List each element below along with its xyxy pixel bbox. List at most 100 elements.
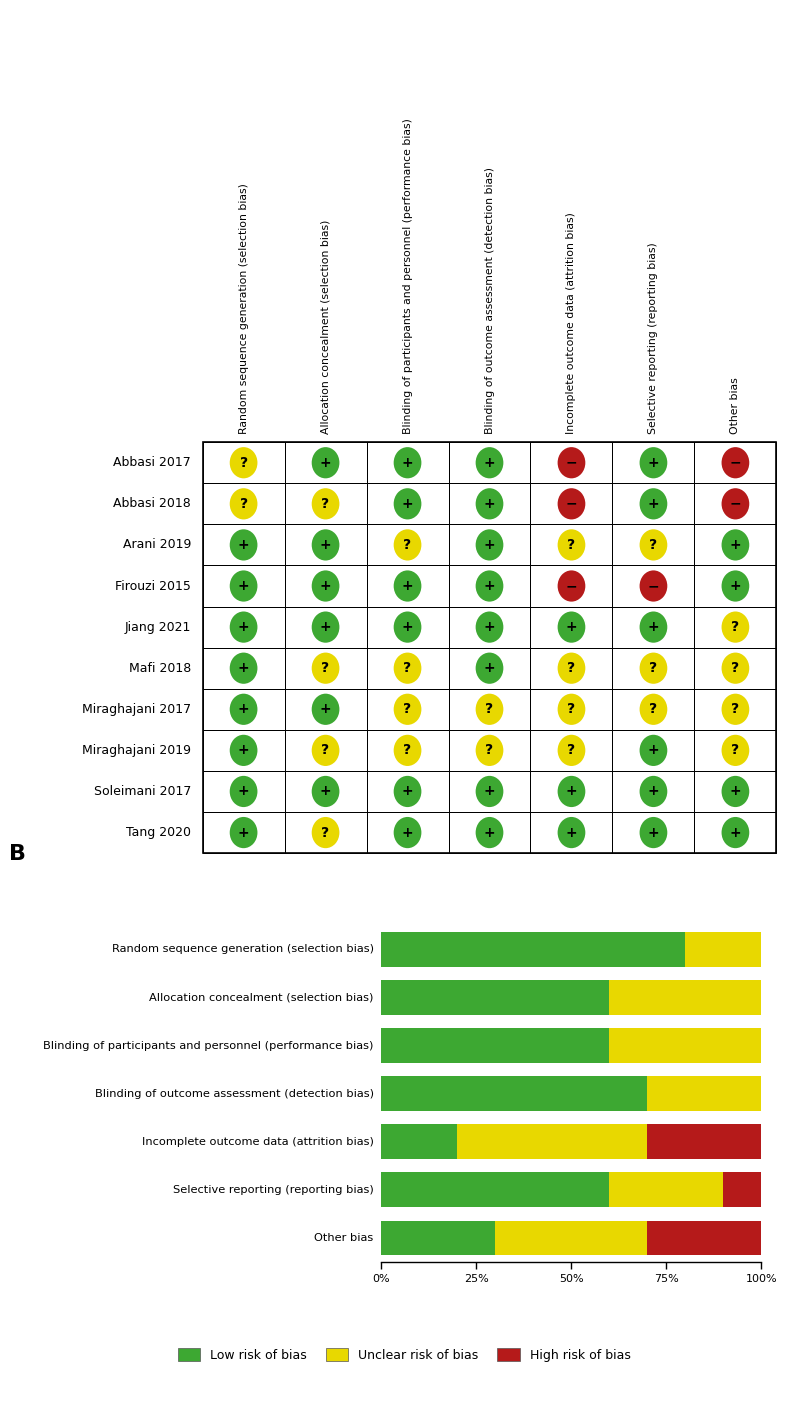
Text: +: + bbox=[402, 825, 414, 839]
Bar bbox=[647, 1221, 761, 1255]
Circle shape bbox=[230, 488, 258, 519]
Text: +: + bbox=[320, 620, 331, 634]
Circle shape bbox=[558, 816, 586, 848]
Circle shape bbox=[639, 488, 667, 519]
Text: ?: ? bbox=[650, 538, 658, 552]
Bar bbox=[202, 484, 285, 525]
Bar bbox=[694, 730, 777, 771]
Bar bbox=[366, 771, 449, 812]
Text: ?: ? bbox=[567, 661, 575, 675]
Bar bbox=[202, 648, 285, 689]
Circle shape bbox=[394, 693, 422, 724]
Text: +: + bbox=[730, 579, 742, 593]
Bar bbox=[366, 484, 449, 525]
Bar bbox=[613, 607, 694, 648]
Text: +: + bbox=[484, 497, 495, 511]
Bar bbox=[723, 1173, 761, 1207]
Text: ?: ? bbox=[403, 538, 411, 552]
Bar bbox=[694, 607, 777, 648]
Bar bbox=[381, 1221, 495, 1255]
Bar bbox=[530, 525, 613, 566]
Bar bbox=[610, 981, 761, 1015]
Bar bbox=[202, 771, 285, 812]
Bar bbox=[694, 441, 777, 484]
Bar bbox=[694, 812, 777, 853]
Circle shape bbox=[394, 529, 422, 560]
Text: +: + bbox=[320, 456, 331, 470]
Text: −: − bbox=[730, 497, 742, 511]
Bar bbox=[613, 566, 694, 607]
Bar bbox=[202, 525, 285, 566]
Text: ?: ? bbox=[239, 497, 248, 511]
Bar bbox=[202, 441, 285, 484]
Circle shape bbox=[722, 775, 750, 807]
Circle shape bbox=[722, 447, 750, 478]
Text: ?: ? bbox=[567, 702, 575, 716]
Circle shape bbox=[230, 529, 258, 560]
Text: Random sequence generation (selection bias): Random sequence generation (selection bi… bbox=[111, 944, 374, 955]
Text: Abbasi 2017: Abbasi 2017 bbox=[114, 456, 191, 470]
Text: +: + bbox=[484, 579, 495, 593]
Text: ?: ? bbox=[731, 743, 739, 757]
Bar bbox=[381, 1173, 610, 1207]
Bar bbox=[685, 932, 761, 966]
Bar bbox=[613, 771, 694, 812]
Bar bbox=[694, 484, 777, 525]
Text: +: + bbox=[238, 825, 250, 839]
Circle shape bbox=[230, 816, 258, 848]
Bar bbox=[694, 771, 777, 812]
Bar bbox=[613, 484, 694, 525]
Circle shape bbox=[312, 447, 339, 478]
Circle shape bbox=[476, 529, 503, 560]
Circle shape bbox=[230, 652, 258, 683]
Bar bbox=[694, 689, 777, 730]
Bar bbox=[381, 981, 610, 1015]
Text: Mafi 2018: Mafi 2018 bbox=[129, 662, 191, 675]
Text: +: + bbox=[566, 784, 578, 798]
Legend: Low risk of bias, Unclear risk of bias, High risk of bias: Low risk of bias, Unclear risk of bias, … bbox=[173, 1343, 635, 1367]
Text: Blinding of participants and personnel (performance bias): Blinding of participants and personnel (… bbox=[402, 117, 413, 433]
Text: +: + bbox=[402, 784, 414, 798]
Bar bbox=[694, 648, 777, 689]
Bar bbox=[530, 441, 613, 484]
Circle shape bbox=[394, 816, 422, 848]
Bar bbox=[285, 771, 366, 812]
Circle shape bbox=[312, 488, 339, 519]
Text: +: + bbox=[730, 825, 742, 839]
Circle shape bbox=[230, 611, 258, 642]
Text: +: + bbox=[402, 620, 414, 634]
Circle shape bbox=[312, 693, 339, 724]
Bar bbox=[449, 689, 530, 730]
Bar bbox=[457, 1125, 647, 1159]
Circle shape bbox=[722, 488, 750, 519]
Bar bbox=[381, 932, 685, 966]
Text: Selective reporting (reporting bias): Selective reporting (reporting bias) bbox=[173, 1184, 374, 1194]
Bar bbox=[366, 730, 449, 771]
Bar bbox=[285, 689, 366, 730]
Text: ?: ? bbox=[567, 538, 575, 552]
Circle shape bbox=[312, 611, 339, 642]
Circle shape bbox=[394, 734, 422, 766]
Bar bbox=[449, 812, 530, 853]
Bar bbox=[202, 812, 285, 853]
Bar bbox=[647, 1125, 761, 1159]
Text: +: + bbox=[648, 456, 659, 470]
Circle shape bbox=[476, 775, 503, 807]
Circle shape bbox=[230, 447, 258, 478]
Circle shape bbox=[394, 652, 422, 683]
Circle shape bbox=[639, 693, 667, 724]
Text: ?: ? bbox=[486, 702, 494, 716]
Bar bbox=[449, 607, 530, 648]
Text: +: + bbox=[320, 702, 331, 716]
Bar bbox=[530, 484, 613, 525]
Text: ?: ? bbox=[567, 743, 575, 757]
Bar bbox=[610, 1173, 723, 1207]
Bar bbox=[202, 607, 285, 648]
Text: +: + bbox=[484, 456, 495, 470]
Circle shape bbox=[312, 529, 339, 560]
Bar bbox=[202, 730, 285, 771]
Circle shape bbox=[722, 652, 750, 683]
Text: ?: ? bbox=[403, 702, 411, 716]
Circle shape bbox=[230, 775, 258, 807]
Circle shape bbox=[230, 570, 258, 601]
